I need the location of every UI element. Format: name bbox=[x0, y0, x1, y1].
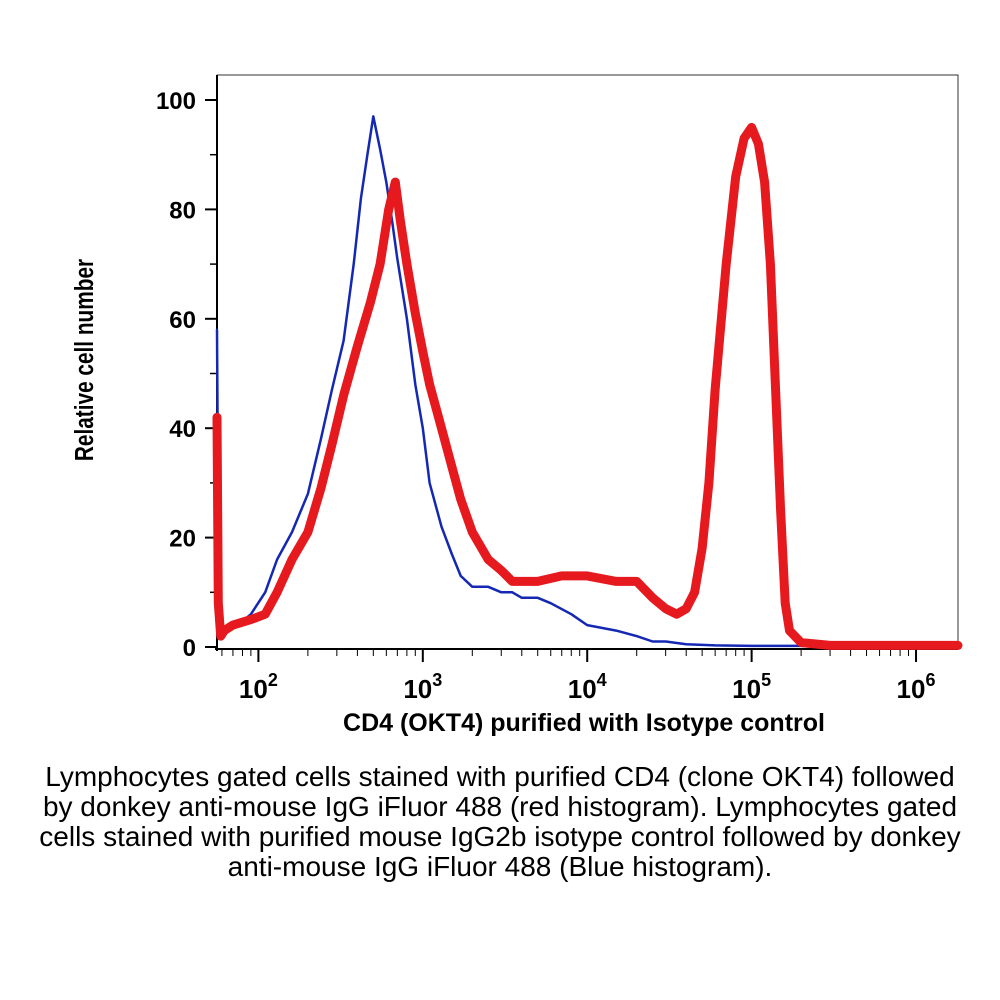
y-tick-label: 0 bbox=[183, 635, 196, 662]
x-tick-base: 10 bbox=[568, 674, 597, 704]
x-tick-exponent: 5 bbox=[761, 670, 771, 690]
figure-caption: Lymphocytes gated cells stained with pur… bbox=[39, 761, 961, 882]
isotype-control-histogram-line bbox=[215, 115, 960, 648]
x-tick-exponent: 4 bbox=[597, 670, 607, 690]
x-tick-exponent: 6 bbox=[925, 670, 935, 690]
x-tick-label: 102 bbox=[239, 670, 278, 704]
x-tick-exponent: 3 bbox=[432, 670, 442, 690]
y-axis-ticks: 0 20 40 60 80 100 bbox=[156, 88, 217, 662]
y-tick-label: 40 bbox=[169, 416, 196, 443]
x-tick-label: 105 bbox=[732, 670, 771, 704]
series-layer bbox=[212, 115, 963, 650]
x-tick-base: 10 bbox=[897, 674, 926, 704]
y-tick-label: 20 bbox=[169, 526, 196, 553]
plot-frame bbox=[216, 74, 959, 650]
x-tick-exponent: 2 bbox=[268, 670, 278, 690]
y-tick-label: 80 bbox=[169, 197, 196, 224]
x-tick-base: 10 bbox=[403, 674, 432, 704]
x-tick-base: 10 bbox=[239, 674, 268, 704]
cd4-histogram-line bbox=[212, 122, 963, 650]
y-tick-label: 60 bbox=[169, 307, 196, 334]
x-tick-label: 106 bbox=[897, 670, 936, 704]
y-axis-title: Relative cell number bbox=[70, 259, 99, 461]
y-tick-label: 100 bbox=[156, 88, 196, 115]
x-axis-ticks: 102 103 104 105 106 bbox=[221, 649, 936, 704]
x-axis-title: CD4 (OKT4) purified with Isotype control bbox=[343, 709, 825, 737]
x-tick-label: 104 bbox=[568, 670, 607, 704]
x-tick-label: 103 bbox=[403, 670, 442, 704]
x-tick-base: 10 bbox=[732, 674, 761, 704]
